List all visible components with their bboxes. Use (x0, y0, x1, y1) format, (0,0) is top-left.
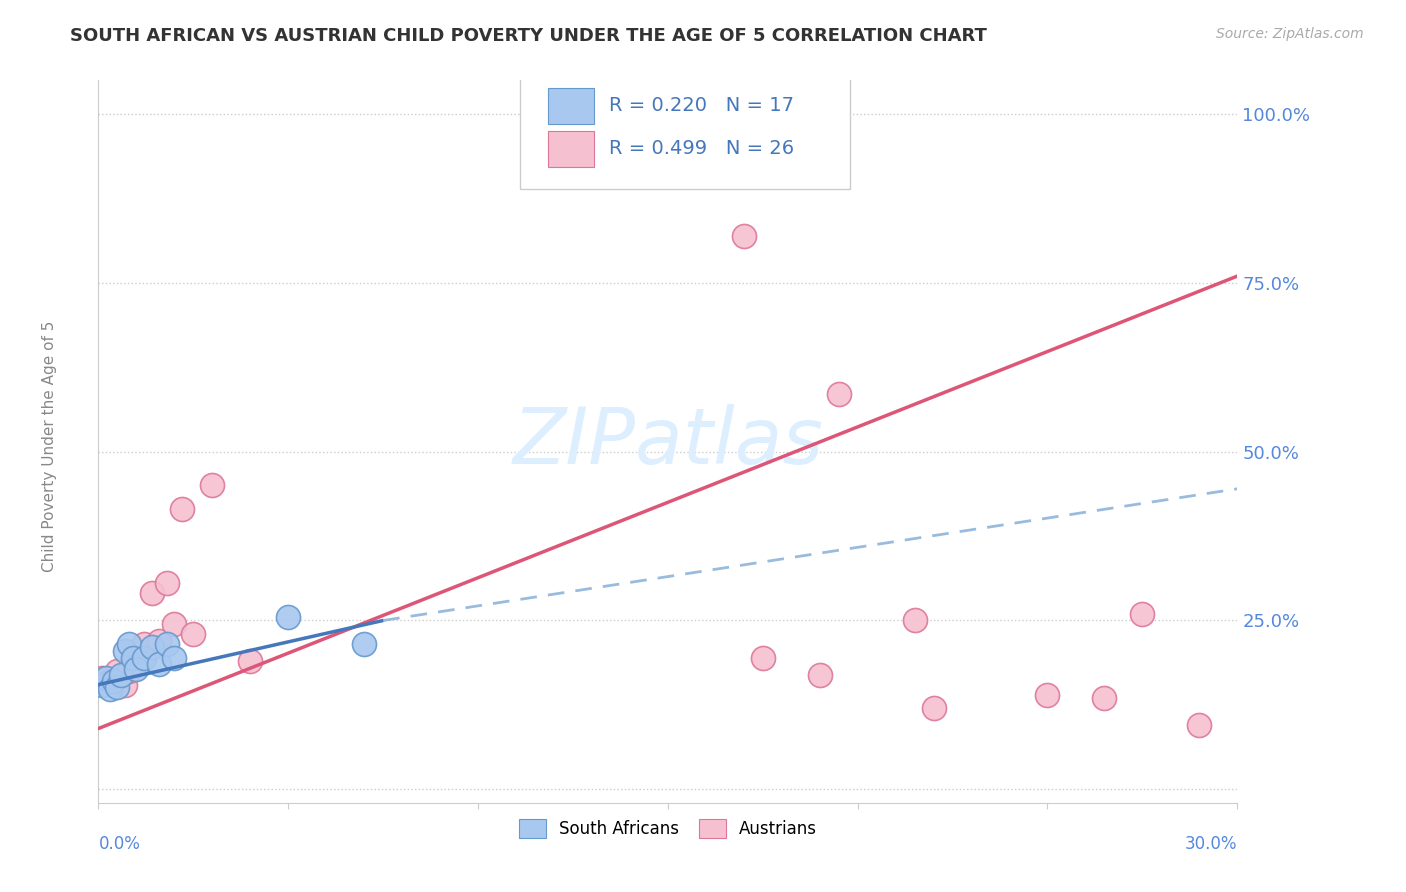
Point (91, 671, 114, 685)
Point (828, 387, 851, 401)
Point (1132, 607, 1154, 621)
Point (118, 637, 141, 651)
Text: R = 0.499   N = 26: R = 0.499 N = 26 (609, 139, 794, 159)
Point (125, 662, 148, 676)
Point (752, 650, 775, 665)
Point (163, 650, 186, 665)
Point (922, 701, 945, 715)
Point (98, 682, 121, 697)
Point (132, 637, 155, 651)
Point (239, 654, 262, 668)
Text: 0.0%: 0.0% (98, 835, 141, 854)
Point (107, 680, 129, 694)
Point (141, 586, 163, 600)
Point (676, 107, 699, 121)
Point (1094, 691, 1116, 706)
Text: Child Poverty Under the Age of 5: Child Poverty Under the Age of 5 (42, 320, 56, 572)
Point (107, 664, 129, 678)
Point (110, 667, 132, 681)
Point (733, 228, 755, 243)
Text: Source: ZipAtlas.com: Source: ZipAtlas.com (1216, 27, 1364, 41)
Point (1036, 688, 1059, 702)
Point (91, 678, 114, 692)
Point (170, 502, 193, 516)
Point (148, 633, 170, 648)
Text: SOUTH AFRICAN VS AUSTRIAN CHILD POVERTY UNDER THE AGE OF 5 CORRELATION CHART: SOUTH AFRICAN VS AUSTRIAN CHILD POVERTY … (70, 27, 987, 45)
Point (141, 640, 163, 655)
Point (132, 650, 155, 665)
FancyBboxPatch shape (548, 87, 593, 124)
Point (114, 678, 136, 692)
Point (808, 667, 831, 681)
Point (1188, 718, 1211, 732)
Point (201, 478, 224, 492)
Point (183, 627, 205, 641)
Text: 30.0%: 30.0% (1185, 835, 1237, 854)
Legend: South Africans, Austrians: South Africans, Austrians (512, 813, 824, 845)
Point (156, 637, 179, 651)
FancyBboxPatch shape (548, 131, 593, 167)
Point (114, 644, 136, 658)
Text: ZIPatlas: ZIPatlas (512, 403, 824, 480)
Point (98, 674, 121, 689)
Point (148, 657, 170, 672)
Point (277, 610, 299, 624)
Point (121, 650, 143, 665)
Point (904, 614, 927, 628)
Point (163, 616, 186, 631)
Point (103, 674, 125, 689)
Point (94, 671, 117, 685)
Text: R = 0.220   N = 17: R = 0.220 N = 17 (609, 96, 793, 115)
Point (118, 664, 141, 678)
FancyBboxPatch shape (520, 77, 851, 189)
Point (125, 644, 148, 658)
Point (353, 637, 375, 651)
Point (156, 576, 179, 591)
